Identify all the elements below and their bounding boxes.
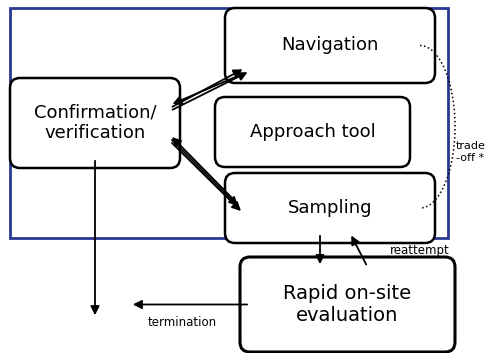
Bar — [10, 8, 448, 238]
FancyBboxPatch shape — [240, 257, 455, 352]
Text: Rapid on-site
evaluation: Rapid on-site evaluation — [284, 284, 412, 325]
FancyBboxPatch shape — [225, 8, 435, 83]
FancyBboxPatch shape — [10, 78, 180, 168]
Text: Navigation: Navigation — [282, 36, 378, 54]
FancyBboxPatch shape — [215, 97, 410, 167]
Text: Approach tool: Approach tool — [250, 123, 376, 141]
Text: Sampling: Sampling — [288, 199, 372, 217]
FancyBboxPatch shape — [225, 173, 435, 243]
Text: Confirmation/
verification: Confirmation/ verification — [34, 103, 156, 142]
Text: reattempt: reattempt — [390, 244, 450, 257]
Text: trade
-off *: trade -off * — [456, 141, 486, 163]
Text: termination: termination — [148, 316, 217, 329]
